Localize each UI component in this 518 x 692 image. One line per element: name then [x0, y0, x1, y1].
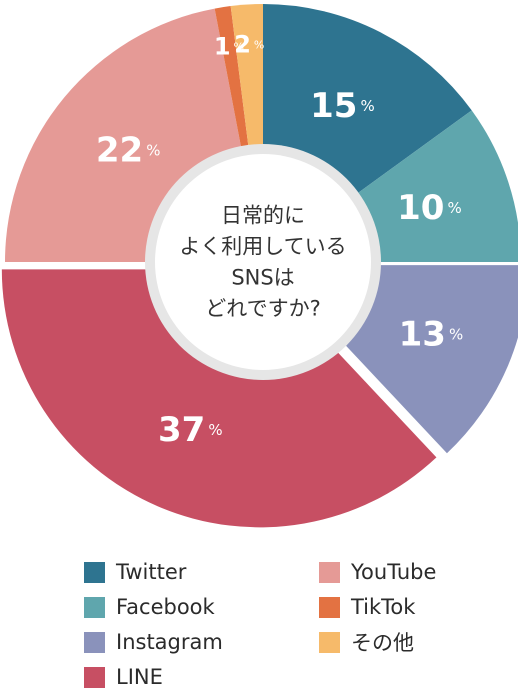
data-label-tiktok: 1%	[214, 33, 244, 61]
data-label-facebook: 10%	[397, 188, 462, 228]
legend-item-other: その他	[319, 629, 414, 655]
legend-swatch	[84, 666, 105, 688]
legend-label: TikTok	[351, 595, 416, 619]
legend-swatch	[84, 561, 105, 583]
data-label-instagram: 13%	[399, 315, 464, 355]
legend: Twitter YouTube Facebook TikTok Instagra…	[84, 559, 484, 689]
legend-label: YouTube	[351, 560, 437, 584]
chart-title: 日常的によく利用している SNSはどれですか?	[179, 204, 346, 321]
data-label-line: 37%	[158, 410, 223, 450]
legend-item-youtube: YouTube	[319, 559, 436, 585]
center-disc	[155, 154, 371, 370]
legend-item-instagram: Instagram	[84, 629, 223, 655]
legend-label: Instagram	[116, 630, 223, 654]
legend-label: Facebook	[116, 595, 215, 619]
legend-label: LINE	[116, 665, 163, 689]
legend-item-facebook: Facebook	[84, 594, 215, 620]
data-label-twitter: 15%	[310, 86, 375, 126]
pie-slice-line	[1, 269, 437, 528]
legend-swatch	[319, 631, 340, 653]
legend-label: その他	[351, 631, 414, 655]
legend-swatch	[319, 596, 340, 618]
legend-item-line: LINE	[84, 664, 163, 690]
pie-chart: 15 % 10 % 13 % 37 % 22 % 1 %2 % 日常的によく利用している SNSはどれですか…	[1, 4, 518, 528]
legend-item-tiktok: TikTok	[319, 594, 415, 620]
legend-item-twitter: Twitter	[84, 559, 186, 585]
legend-swatch	[84, 631, 105, 653]
legend-swatch	[84, 596, 105, 618]
data-label-other: 2%	[234, 30, 264, 58]
data-label-youtube: 22%	[96, 130, 161, 170]
legend-label: Twitter	[116, 560, 187, 584]
legend-swatch	[319, 561, 340, 583]
